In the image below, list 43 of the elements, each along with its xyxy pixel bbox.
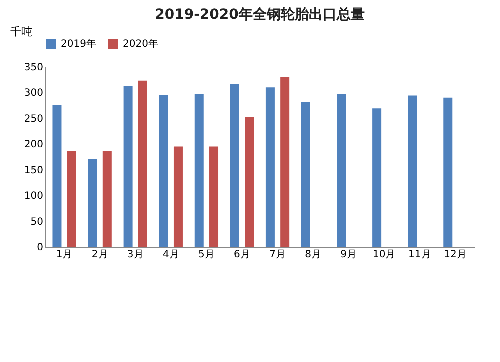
legend-label: 2019年 [61,38,96,50]
x-tick-label: 2月 [92,250,108,260]
y-tick-label: 300 [24,88,44,100]
y-tick-label: 0 [37,242,44,254]
bar [194,94,204,247]
x-tick-label: 6月 [234,250,250,260]
bar [230,84,240,247]
y-tick-label: 250 [24,114,44,125]
chart-title: 2019-2020年全钢轮胎出口总量 [155,7,365,23]
y-tick-label: 350 [24,62,44,74]
bar [159,95,168,247]
x-tick-label: 7月 [270,250,286,260]
bar [88,159,98,247]
y-tick-label: 200 [24,140,44,151]
x-tick-label: 11月 [408,250,432,260]
x-tick-label: 1月 [56,250,73,260]
bar [124,86,133,247]
x-tick-label: 4月 [162,250,180,260]
x-tick-label: 12月 [444,250,467,260]
x-tick-label: 5月 [198,250,215,260]
x-tick-label: 3月 [127,250,144,260]
bar [174,146,183,247]
bar [280,77,290,247]
bar [52,105,62,247]
bar [245,117,254,247]
x-tick-label: 8月 [305,250,322,260]
y-axis-title: 千吨 [10,26,32,38]
x-tick-label: 10月 [373,250,396,260]
y-tick-label: 150 [24,165,44,176]
bar [408,96,418,247]
bar [266,88,275,247]
bar [444,98,453,247]
bar [67,151,76,247]
y-tick-label: 50 [30,216,44,228]
legend-label: 2020年 [123,38,158,50]
bar [138,80,148,247]
x-tick-label: 9月 [340,250,358,260]
bar [102,151,112,247]
y-tick-label: 100 [24,191,44,202]
bar [337,94,346,247]
bar [372,108,382,247]
bar [301,102,310,247]
bar [210,146,219,247]
